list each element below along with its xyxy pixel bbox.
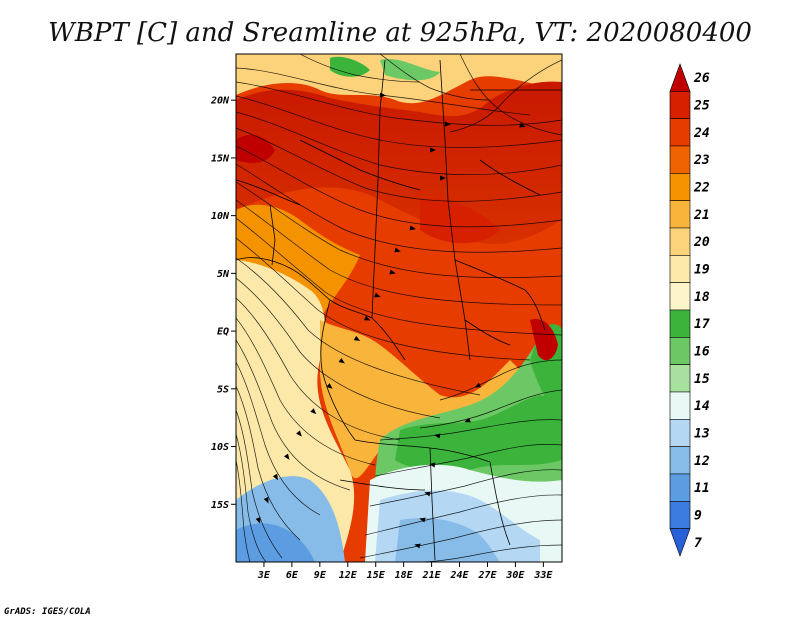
political-borders (236, 59, 562, 561)
streamlines (236, 54, 562, 562)
south-blue-zone-2 (395, 518, 500, 562)
colorbar-label: 12 (694, 454, 710, 469)
lon-tick-label: 6E (286, 570, 299, 581)
colorbar-swatch (669, 473, 691, 502)
colorbar-label: 18 (694, 290, 710, 305)
colorbar-label: 13 (694, 427, 710, 442)
lon-tick-label: 30E (505, 570, 525, 581)
lon-tick-label: 33E (533, 570, 553, 581)
sahara-green-patch-2 (380, 58, 440, 81)
latitude-axis: 20N 15N 10N 5N EQ 5S 10S 15S (210, 96, 236, 511)
colorbar-swatch (669, 63, 691, 92)
lat-tick-label: 15S (211, 500, 229, 511)
lat-tick-label: EQ (217, 327, 229, 338)
colorbar-label: 7 (694, 536, 702, 551)
lon-tick-label: 12E (339, 570, 358, 581)
south-green-dark (395, 395, 562, 472)
lon-tick-label: 3E (257, 570, 271, 581)
colorbar-label: 15 (694, 372, 710, 387)
colorbar-label: 26 (693, 71, 710, 86)
map-frame (235, 53, 563, 563)
colorbar-swatch (669, 200, 691, 229)
colorbar: 26 25 24 23 22 21 20 19 18 17 16 15 14 13 12 11 9 7 (669, 63, 710, 557)
streamline-arrows (255, 92, 526, 549)
longitude-axis: 3E 6E 9E 12E 15E 18E 21E 24E 27E 30E 33E (257, 562, 553, 581)
map-title: WBPT [C] and Sreamline at 925hPa, VT: 20… (48, 18, 752, 48)
colorbar-swatch (669, 255, 691, 283)
colorbar-swatch (669, 528, 691, 557)
lat-tick-label: 10S (211, 442, 229, 453)
colorbar-label: 22 (693, 181, 710, 196)
lat-tick-label: 15N (211, 153, 230, 164)
colorbar-swatch (669, 391, 691, 420)
east-lake-red (530, 319, 558, 361)
colorbar-swatch (669, 91, 691, 119)
sahara-green-patch (330, 56, 370, 77)
lat-tick-label: 5S (217, 384, 229, 395)
colorbar-label: 21 (693, 208, 710, 223)
colorbar-label: 19 (694, 263, 710, 278)
central-south-orange (319, 320, 530, 479)
lat-tick-label: 10N (211, 211, 230, 222)
colorbar-label: 24 (693, 126, 710, 141)
colorbar-label: 14 (694, 399, 710, 414)
colorbar-label: 16 (694, 345, 710, 360)
colorbar-swatch (669, 446, 691, 475)
colorbar-swatch (669, 309, 691, 338)
west-dark-red (236, 134, 275, 163)
wbpt-field (236, 54, 562, 562)
lon-tick-label: 21E (422, 570, 442, 581)
colorbar-label: 9 (694, 509, 702, 524)
colorbar-swatch (669, 501, 691, 529)
colorbar-label: 23 (693, 153, 710, 168)
colorbar-label: 17 (694, 317, 710, 332)
colorbar-swatch (669, 118, 691, 147)
colorbar-label: 25 (693, 99, 710, 114)
colorbar-swatch (669, 419, 691, 447)
lat-tick-label: 20N (210, 96, 230, 107)
lat-tick-label: 5N (217, 269, 230, 280)
colorbar-swatch (669, 282, 691, 311)
lon-tick-label: 18E (395, 570, 414, 581)
colorbar-swatch (669, 364, 691, 393)
lon-tick-label: 24E (450, 570, 470, 581)
central-red (420, 199, 500, 244)
southwest-blue-deep (236, 523, 315, 562)
colorbar-swatch (669, 227, 691, 256)
colorbar-label: 11 (694, 481, 710, 496)
north-warm-band (236, 54, 562, 104)
colorbar-label: 20 (693, 235, 710, 250)
colorbar-swatch (669, 173, 691, 201)
colorbar-swatch (669, 145, 691, 174)
lon-tick-label: 27E (477, 570, 497, 581)
grads-credit: GrADS: IGES/COLA (4, 607, 91, 617)
colorbar-swatch (669, 337, 691, 365)
lon-tick-label: 15E (367, 570, 386, 581)
lon-tick-label: 9E (314, 570, 327, 581)
